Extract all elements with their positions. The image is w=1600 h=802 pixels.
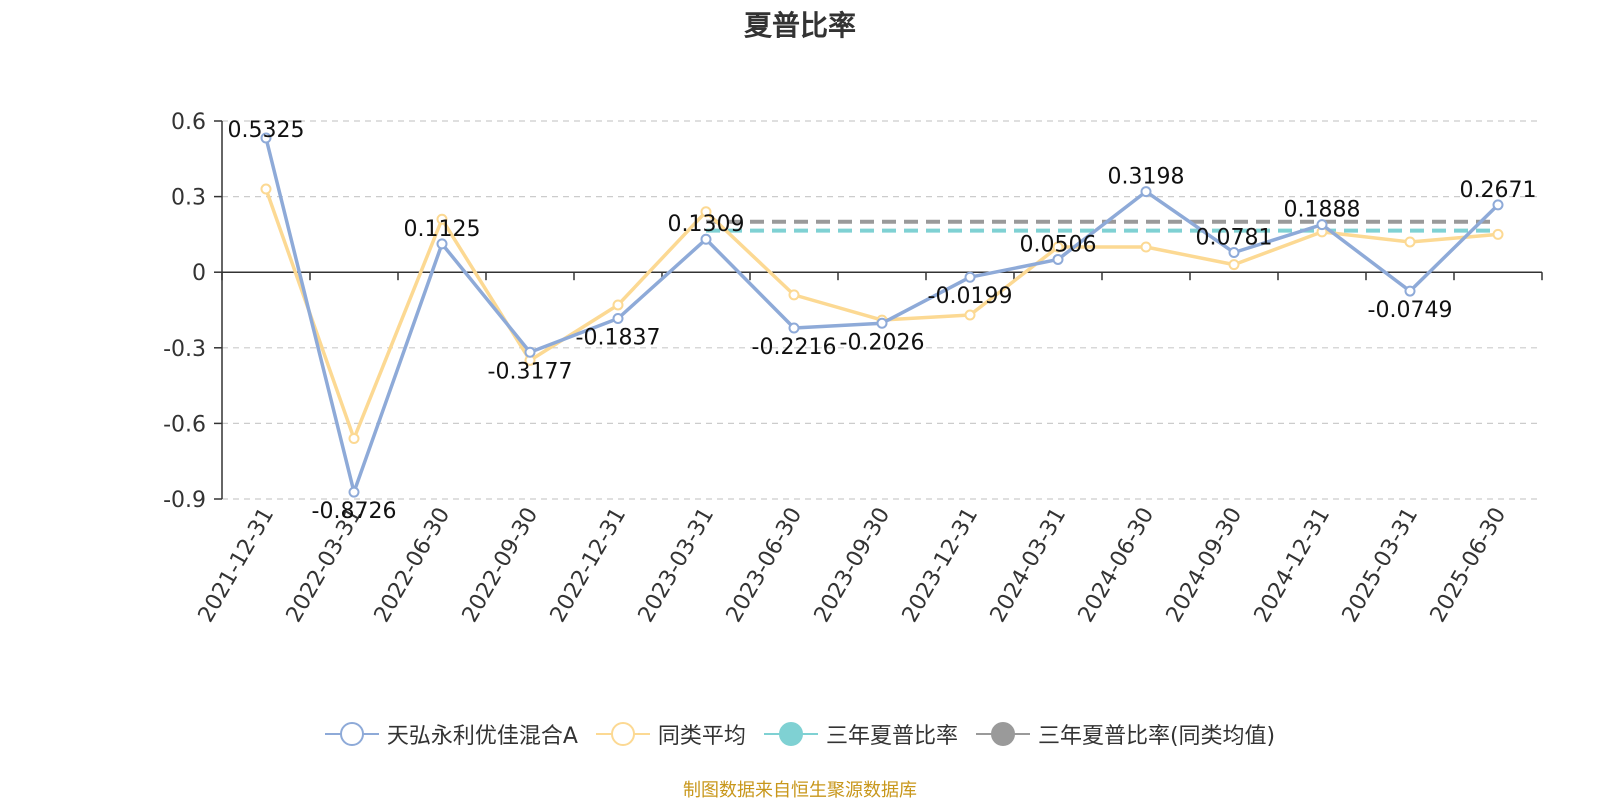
legend-marker-icon — [324, 722, 379, 746]
reference-lines — [706, 219, 1498, 233]
legend-marker-icon — [763, 722, 818, 746]
data-point — [964, 309, 976, 321]
data-label: -0.0199 — [928, 284, 1013, 309]
x-tick-label: 2023-12-31 — [898, 504, 984, 627]
data-label: 0.5325 — [228, 118, 305, 143]
legend-label: 天弘永利优佳混合A — [386, 724, 578, 749]
data-point — [1492, 228, 1504, 240]
data-label: -0.2026 — [840, 330, 925, 355]
x-tick-label: 2022-12-31 — [546, 504, 632, 627]
data-point — [348, 433, 360, 445]
data-point — [260, 132, 272, 144]
data-point — [788, 322, 800, 334]
legend-marker-icon — [975, 722, 1030, 746]
data-point — [612, 312, 624, 324]
y-tick-label: -0.6 — [163, 412, 206, 437]
data-label: 0.1309 — [668, 212, 745, 237]
x-tick-label: 2025-03-31 — [1338, 504, 1424, 627]
data-point — [348, 486, 360, 498]
data-label: 0.0506 — [1020, 232, 1097, 257]
x-tick-label: 2025-06-30 — [1426, 504, 1512, 627]
grid-lines — [222, 120, 1542, 500]
data-label: 0.1888 — [1284, 198, 1361, 223]
y-tick-label: -0.9 — [163, 488, 206, 513]
legend-label: 三年夏普比率 — [825, 724, 958, 749]
legend-item[interactable]: 三年夏普比率 — [763, 718, 958, 750]
data-point — [436, 213, 448, 225]
y-tick-label: -0.3 — [163, 337, 206, 362]
data-point — [788, 289, 800, 301]
data-point — [1140, 241, 1152, 253]
legend-item[interactable]: 三年夏普比率(同类均值) — [975, 718, 1276, 750]
data-point — [436, 238, 448, 250]
data-label: -0.3177 — [488, 359, 573, 384]
data-point — [876, 317, 888, 329]
data-point — [964, 271, 976, 283]
chart-title: 夏普比率 — [743, 9, 856, 42]
x-tick-label: 2021-12-31 — [194, 504, 280, 627]
data-label: -0.8726 — [312, 499, 397, 524]
data-labels: 0.5325 -0.8726 0.1125 -0.3177-0.1837 0.1309 -… — [228, 118, 1537, 524]
data-point — [1052, 241, 1064, 253]
source-note: 制图数据来自恒生聚源数据库 — [683, 780, 917, 801]
data-point — [700, 206, 712, 218]
x-tick-label: 2024-12-31 — [1250, 504, 1336, 627]
data-point — [260, 183, 272, 195]
y-tick-label: 0.3 — [171, 186, 206, 211]
data-point — [1228, 247, 1240, 259]
series-lines — [260, 132, 1504, 498]
legend-label: 三年夏普比率(同类均值) — [1037, 724, 1276, 749]
legend-item[interactable]: 天弘永利优佳混合A — [324, 718, 578, 750]
data-label: -0.0749 — [1368, 298, 1453, 323]
data-point — [1492, 199, 1504, 211]
data-point — [1140, 186, 1152, 198]
x-tick-label: 2024-03-31 — [986, 504, 1072, 627]
x-tick-label: 2022-09-30 — [458, 504, 544, 627]
x-tick-label: 2024-09-30 — [1162, 504, 1248, 627]
data-label: 0.2671 — [1460, 178, 1537, 203]
data-point — [1404, 236, 1416, 248]
data-point — [1404, 285, 1416, 297]
legend: 天弘永利优佳混合A 同类平均 三年夏普比率 三年夏普比率(同类均值) — [0, 718, 1600, 750]
data-point — [700, 233, 712, 245]
data-label: 0.3198 — [1108, 165, 1185, 190]
y-tick-label: 0 — [192, 261, 206, 286]
x-tick-label: 2023-03-31 — [634, 504, 720, 627]
legend-item[interactable]: 同类平均 — [595, 718, 746, 750]
legend-label: 同类平均 — [657, 724, 746, 749]
data-point — [524, 346, 536, 358]
data-point — [1052, 253, 1064, 265]
data-label: 0.0781 — [1196, 226, 1273, 251]
y-tick-label: 0.6 — [171, 110, 206, 135]
data-point — [1316, 219, 1328, 231]
x-tick-label: 2023-06-30 — [722, 504, 808, 627]
data-label: -0.2216 — [752, 335, 837, 360]
x-tick-label: 2024-06-30 — [1074, 504, 1160, 627]
legend-marker-icon — [595, 722, 650, 746]
data-label: 0.1125 — [404, 217, 481, 242]
data-label: -0.1837 — [576, 325, 661, 350]
x-tick-label: 2023-09-30 — [810, 504, 896, 627]
data-point — [612, 299, 624, 311]
data-point — [1228, 259, 1240, 271]
